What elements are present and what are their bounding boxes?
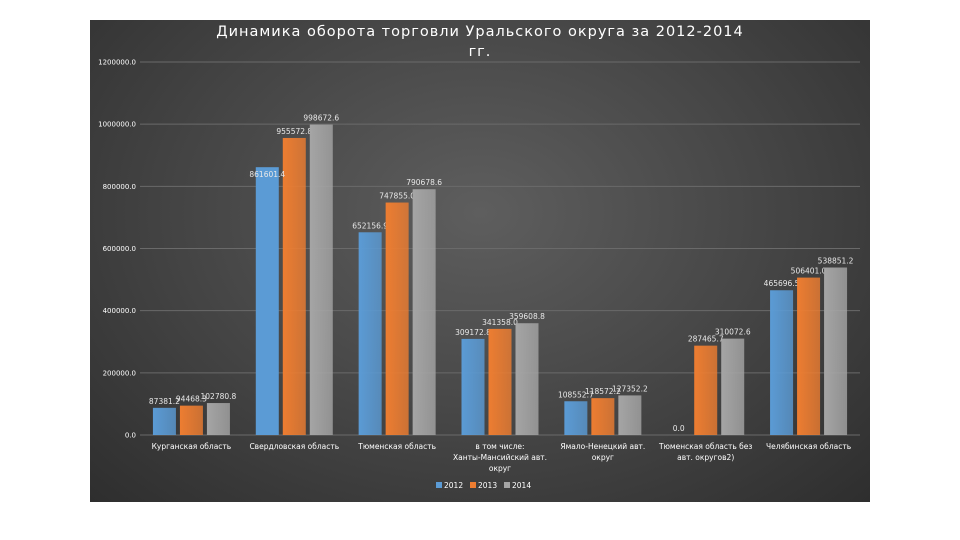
- bar: [824, 267, 848, 435]
- x-category-label: округ: [592, 453, 614, 462]
- bar: [721, 338, 745, 435]
- y-tick-label: 1000000.0: [98, 121, 136, 129]
- legend-swatch: [504, 482, 510, 488]
- y-tick-label: 400000.0: [103, 307, 136, 315]
- bar: [694, 345, 718, 435]
- bar: [358, 232, 382, 435]
- bar: [564, 401, 588, 435]
- x-category-label: Ямало-Ненецкий авт.: [560, 442, 645, 451]
- x-category-label: Курганская область: [152, 442, 232, 451]
- chart-title: Динамика оборота торговли Уральского окр…: [216, 24, 744, 60]
- data-label: 127352.2: [612, 384, 648, 393]
- data-label: 0.0: [673, 424, 685, 433]
- y-tick-label: 0.0: [125, 432, 136, 440]
- data-label: 287465.7: [688, 335, 724, 344]
- data-label: 955572.8: [276, 127, 312, 136]
- data-label: 359608.8: [509, 312, 545, 321]
- y-tick-label: 200000.0: [103, 369, 136, 377]
- bar: [255, 167, 279, 436]
- bar: [152, 407, 176, 435]
- bar: [591, 398, 615, 435]
- data-label: 652156.9: [352, 221, 388, 230]
- bar: [206, 403, 230, 435]
- legend-label: 2013: [478, 481, 497, 490]
- data-label: 861601.4: [249, 170, 285, 179]
- bar: [282, 137, 306, 435]
- data-label: 102780.8: [201, 392, 237, 401]
- data-label: 465696.5: [764, 279, 800, 288]
- legend-swatch: [470, 482, 476, 488]
- y-tick-label: 600000.0: [103, 245, 136, 253]
- x-category-label: Тюменская область: [357, 442, 436, 451]
- data-label: 118572.2: [585, 387, 621, 396]
- data-label: 108552.7: [558, 390, 594, 399]
- data-label: 341358.0: [482, 318, 518, 327]
- bar: [309, 124, 333, 435]
- x-category-label: Челябинская область: [766, 442, 851, 451]
- bar: [385, 202, 409, 435]
- data-label: 538851.2: [818, 257, 854, 266]
- bar: [461, 338, 485, 435]
- legend-swatch: [436, 482, 442, 488]
- bar: [618, 395, 642, 435]
- data-label: 790678.6: [406, 178, 442, 187]
- bar: [488, 328, 512, 435]
- data-label: 94468.3: [176, 395, 207, 404]
- legend-label: 2014: [512, 481, 531, 490]
- x-category-label: в том числе:: [475, 442, 524, 451]
- data-label: 998672.6: [303, 114, 339, 123]
- bar: [515, 323, 539, 435]
- bar: [797, 277, 821, 435]
- data-label: 506401.0: [791, 267, 827, 276]
- data-label: 309172.8: [455, 328, 491, 337]
- data-label: 747855.0: [379, 192, 415, 201]
- x-category-label: округ: [489, 464, 511, 473]
- x-category-label: Свердловская область: [249, 442, 339, 451]
- data-label: 87381.2: [149, 397, 180, 406]
- bar: [179, 405, 203, 435]
- x-category-label: Тюменская область без: [658, 442, 752, 451]
- data-label: 310072.6: [715, 328, 751, 337]
- x-category-label: авт. округов2): [677, 453, 734, 462]
- legend-label: 2012: [444, 481, 463, 490]
- bar: [770, 290, 794, 435]
- y-tick-label: 800000.0: [103, 183, 136, 191]
- y-tick-label: 1200000.0: [98, 59, 136, 67]
- x-category-label: Ханты-Мансийский авт.: [453, 453, 547, 462]
- bar: [412, 189, 436, 435]
